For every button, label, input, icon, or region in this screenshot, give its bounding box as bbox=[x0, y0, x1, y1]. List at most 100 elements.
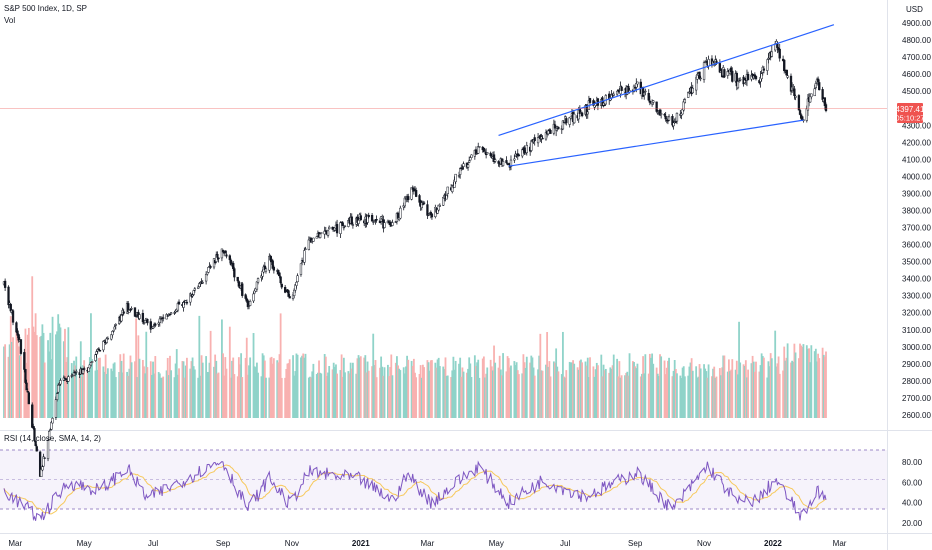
currency-label[interactable]: USD bbox=[906, 5, 923, 14]
volume-bar bbox=[120, 360, 123, 418]
candle-body bbox=[420, 202, 423, 209]
volume-bar bbox=[688, 366, 691, 418]
price-tick-label: 2900.00 bbox=[902, 360, 931, 369]
volume-bar bbox=[805, 345, 808, 418]
candle-body bbox=[652, 100, 655, 103]
volume-bar bbox=[452, 356, 455, 418]
candle-body bbox=[754, 76, 758, 80]
candle-body bbox=[798, 110, 802, 115]
trendline-upper[interactable] bbox=[498, 24, 835, 137]
volume-bar bbox=[327, 372, 329, 418]
price-tick-label: 3000.00 bbox=[902, 343, 931, 352]
volume-bar bbox=[642, 356, 644, 418]
candle-body bbox=[46, 439, 50, 460]
volume-bar bbox=[348, 373, 351, 418]
volume-bar bbox=[529, 362, 532, 418]
volume-bar bbox=[657, 376, 660, 418]
rsi-line bbox=[3, 460, 827, 522]
volume-bar bbox=[9, 316, 12, 418]
candle-body bbox=[90, 361, 94, 363]
volume-bar bbox=[366, 361, 369, 418]
volume-bar bbox=[55, 334, 57, 418]
volume-bar bbox=[262, 355, 265, 418]
volume-bar bbox=[208, 362, 211, 418]
price-tick-label: 4600.00 bbox=[902, 70, 931, 79]
volume-bar bbox=[610, 368, 613, 418]
volume-bar bbox=[451, 370, 454, 418]
candle-body bbox=[209, 266, 212, 268]
candle-body bbox=[141, 312, 145, 323]
volume-bar bbox=[138, 358, 141, 418]
volume-bar bbox=[301, 355, 303, 418]
volume-bar bbox=[458, 363, 460, 418]
volume-bar bbox=[600, 354, 603, 418]
volume-bar bbox=[350, 368, 353, 418]
rsi-tick-label: 60.00 bbox=[902, 478, 923, 487]
price-tick-label: 3800.00 bbox=[902, 206, 931, 215]
volume-bar bbox=[198, 315, 201, 418]
volume-bar bbox=[381, 366, 384, 418]
price-axis[interactable]: 4900.00 4800.00 4700.00 4600.00 4500.00 4300.… bbox=[902, 19, 931, 420]
candle-body bbox=[255, 281, 259, 290]
volume-bar bbox=[20, 356, 22, 418]
candle-body bbox=[468, 160, 471, 163]
volume-bar bbox=[650, 357, 652, 418]
volume-bar bbox=[415, 377, 418, 418]
volume-bar bbox=[750, 363, 753, 418]
rsi-label[interactable]: RSI (14, close, SMA, 14, 2) bbox=[4, 434, 101, 443]
candle-body bbox=[35, 446, 38, 452]
volume-bar bbox=[285, 369, 288, 418]
chart-title[interactable]: S&P 500 Index, 1D, SP bbox=[4, 4, 87, 13]
time-axis[interactable]: Mar May Jul Sep Nov 2021 Mar May Jul Sep Nov 2022 Ma… bbox=[8, 539, 846, 548]
candle-body bbox=[704, 61, 707, 64]
candle-body bbox=[414, 190, 418, 197]
volume-bar bbox=[96, 369, 99, 418]
candle-body bbox=[95, 351, 98, 355]
volume-bar bbox=[364, 355, 367, 418]
volume-bar bbox=[514, 365, 517, 418]
volume-bar bbox=[747, 369, 749, 418]
volume-bar bbox=[665, 367, 668, 418]
volume-bar bbox=[696, 377, 699, 418]
volume-bar bbox=[213, 366, 215, 418]
volume-bar bbox=[50, 359, 53, 418]
volume-bar bbox=[611, 365, 614, 418]
price-tick-label: 3600.00 bbox=[902, 241, 931, 250]
candle-body bbox=[667, 116, 671, 121]
candle-body bbox=[244, 294, 247, 299]
volume-bar bbox=[460, 376, 463, 418]
time-tick-label: Jul bbox=[148, 539, 158, 548]
rsi-axis[interactable]: 80.00 60.00 40.00 20.00 bbox=[902, 458, 923, 528]
time-tick-label: Mar bbox=[8, 539, 22, 548]
volume-bar bbox=[462, 371, 465, 418]
volume-label[interactable]: Vol bbox=[4, 16, 15, 25]
trendlines[interactable] bbox=[498, 24, 835, 167]
candle-body bbox=[162, 317, 165, 319]
candle-body bbox=[331, 226, 334, 230]
candle-body bbox=[303, 250, 306, 263]
volume-bar bbox=[444, 357, 447, 418]
volume-bar bbox=[222, 353, 224, 418]
volume-bar bbox=[774, 330, 777, 418]
candle-body bbox=[663, 114, 666, 116]
candle-body bbox=[122, 311, 125, 314]
volume-bar bbox=[357, 355, 360, 418]
volume-bar bbox=[778, 373, 781, 418]
volume-bar bbox=[8, 344, 11, 418]
candle-body bbox=[454, 173, 457, 183]
price-tick-label: 2700.00 bbox=[902, 394, 931, 403]
volume-bar bbox=[135, 318, 138, 418]
volume-bar bbox=[197, 377, 200, 418]
volume-bar bbox=[145, 331, 148, 418]
candle-body bbox=[588, 98, 592, 103]
volume-bar bbox=[230, 377, 232, 418]
trendline-lower[interactable] bbox=[508, 119, 804, 167]
volume-bar bbox=[319, 372, 322, 418]
volume-bar bbox=[268, 377, 271, 418]
volume-bar bbox=[546, 332, 549, 418]
volume-bar bbox=[627, 375, 630, 418]
candle-body bbox=[165, 314, 168, 320]
candle-body bbox=[375, 219, 378, 221]
volume-bar bbox=[82, 365, 84, 418]
